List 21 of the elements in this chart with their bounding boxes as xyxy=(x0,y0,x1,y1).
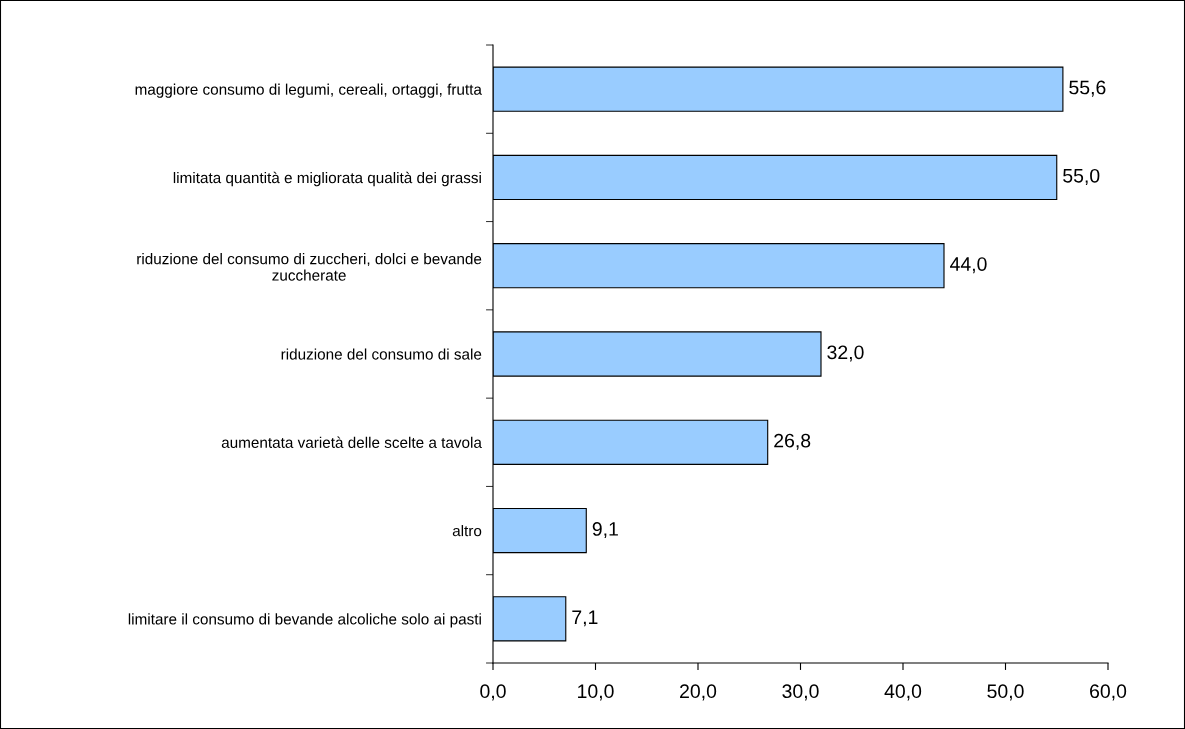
y-tick-label: riduzione del consumo di zuccheri, dolci e bevande zuccherate xyxy=(137,253,482,281)
x-tick-label: 0,0 xyxy=(480,684,506,701)
data-label: 26,8 xyxy=(774,433,811,450)
data-label: 9,1 xyxy=(592,522,618,539)
data-label: 32,0 xyxy=(827,345,864,362)
x-tick-label: 10,0 xyxy=(578,684,614,701)
x-tick-label: 30,0 xyxy=(782,684,819,701)
y-tick-label: aumentata varietà delle scelte a tavola xyxy=(221,436,482,448)
y-tick-label: limitare il consumo di bevande alcoliche solo ai pasti xyxy=(128,613,481,628)
y-tick-label: altro xyxy=(452,525,482,537)
data-label: 7,1 xyxy=(572,610,598,627)
data-label: 55,6 xyxy=(1069,80,1106,97)
data-label: 55,0 xyxy=(1063,168,1100,185)
x-tick-label: 60,0 xyxy=(1090,684,1127,701)
x-tick-label: 40,0 xyxy=(884,684,922,701)
y-tick-label: riduzione del consumo di sale xyxy=(281,348,482,360)
y-tick-label: maggiore consumo di legumi, cereali, ortaggi, frutta xyxy=(135,83,482,98)
y-tick-label: limitata quantità e migliorata qualità dei grassi xyxy=(173,171,481,187)
x-tick-label: 20,0 xyxy=(680,684,717,701)
data-label: 44,0 xyxy=(950,257,987,274)
x-tick-label: 50,0 xyxy=(987,684,1024,701)
